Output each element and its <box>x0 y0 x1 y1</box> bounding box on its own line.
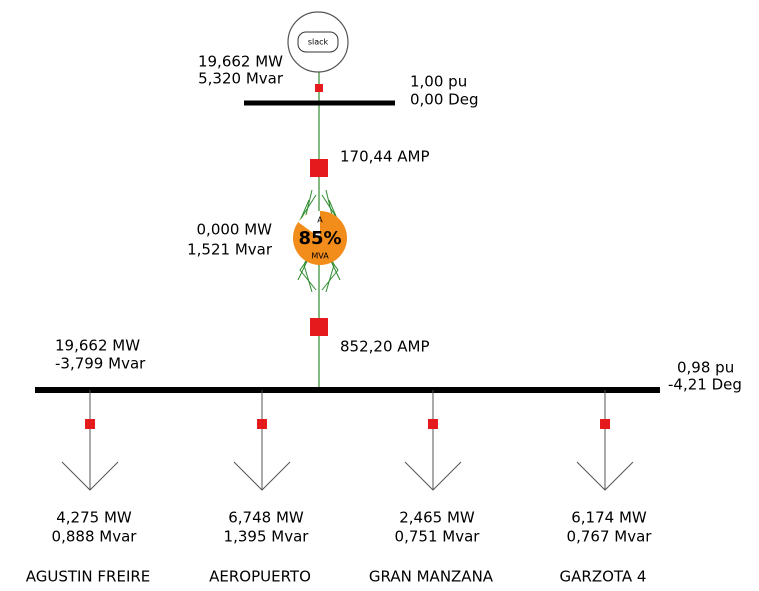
breaker[interactable] <box>310 318 328 336</box>
breaker[interactable] <box>310 159 328 177</box>
load-arrow <box>61 461 119 491</box>
generator-label: slack <box>308 38 329 47</box>
breaker[interactable] <box>428 419 438 429</box>
generator-symbol <box>297 31 339 53</box>
branch-amps: 170,44 AMP <box>340 148 430 166</box>
loading-pie-remaining <box>298 211 320 238</box>
gen-mw: 19,662 MW <box>198 53 283 71</box>
load-mvar: 0,751 Mvar <box>395 528 481 546</box>
pie-unit: MVA <box>311 252 329 261</box>
load-mvar: 0,767 Mvar <box>567 528 653 546</box>
load-mw: 2,465 MW <box>399 509 475 527</box>
load-mw: 6,748 MW <box>228 509 304 527</box>
bus-angle: 0,00 Deg <box>410 91 478 109</box>
breaker[interactable] <box>600 419 610 429</box>
bus-angle: -4,21 Deg <box>668 376 742 394</box>
load-name: AGUSTIN FREIRE <box>26 568 151 586</box>
load-mvar: 1,395 Mvar <box>224 528 310 546</box>
load-mw: 4,275 MW <box>56 509 132 527</box>
bus-voltage: 1,00 pu <box>410 73 467 91</box>
bus-mw: 19,662 MW <box>55 337 140 355</box>
load-name: AEROPUERTO <box>209 568 311 586</box>
branch-mvar: 1,521 Mvar <box>187 241 273 259</box>
breaker[interactable] <box>315 84 323 92</box>
load-name: GARZOTA 4 <box>560 568 647 586</box>
pie-unit: A <box>317 216 323 225</box>
breaker[interactable] <box>85 419 95 429</box>
bus-mvar: -3,799 Mvar <box>55 355 146 373</box>
gen-mvar: 5,320 Mvar <box>198 70 284 88</box>
load-mvar: 0,888 Mvar <box>52 528 138 546</box>
breaker[interactable] <box>257 419 267 429</box>
branch-amps: 852,20 AMP <box>340 338 430 356</box>
bus-voltage: 0,98 pu <box>677 359 734 377</box>
branch-mw: 0,000 MW <box>197 221 273 239</box>
load-arrow <box>404 461 462 491</box>
load-arrow <box>576 461 634 491</box>
load-name: GRAN MANZANA <box>369 568 494 586</box>
loading-percent: 85% <box>298 228 341 249</box>
load-mw: 6,174 MW <box>571 509 647 527</box>
load-arrow <box>233 461 291 491</box>
